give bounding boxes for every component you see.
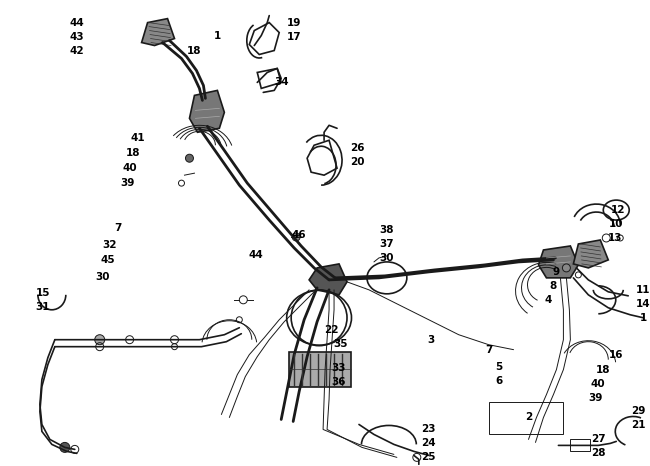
Text: 16: 16 xyxy=(609,350,623,360)
Text: 34: 34 xyxy=(274,77,289,88)
Text: 35: 35 xyxy=(334,339,348,349)
Circle shape xyxy=(95,335,105,345)
Text: 37: 37 xyxy=(380,239,394,249)
Text: 38: 38 xyxy=(380,225,394,235)
Text: 24: 24 xyxy=(421,439,436,448)
Text: 44: 44 xyxy=(70,18,84,27)
Text: 31: 31 xyxy=(36,302,50,312)
Text: 3: 3 xyxy=(427,335,434,345)
Text: 30: 30 xyxy=(380,253,394,263)
Text: 18: 18 xyxy=(125,148,140,158)
Text: 8: 8 xyxy=(550,281,557,291)
Text: 45: 45 xyxy=(100,255,115,265)
Text: 1: 1 xyxy=(640,313,647,323)
Text: 9: 9 xyxy=(553,267,560,277)
Text: 7: 7 xyxy=(485,345,492,355)
Circle shape xyxy=(185,154,194,162)
Text: 21: 21 xyxy=(631,420,645,431)
Text: 18: 18 xyxy=(596,364,610,375)
Circle shape xyxy=(292,233,300,241)
Text: 11: 11 xyxy=(636,285,650,295)
Text: 15: 15 xyxy=(36,288,50,298)
Text: 41: 41 xyxy=(130,133,145,143)
Text: 46: 46 xyxy=(292,230,306,240)
Text: 40: 40 xyxy=(122,163,137,173)
Text: 28: 28 xyxy=(591,448,606,459)
Circle shape xyxy=(562,264,571,272)
Polygon shape xyxy=(573,240,608,268)
Text: 14: 14 xyxy=(636,299,650,309)
Text: 10: 10 xyxy=(609,219,623,229)
Text: 40: 40 xyxy=(591,378,606,389)
Text: 30: 30 xyxy=(96,272,110,282)
Text: 25: 25 xyxy=(422,452,436,462)
Polygon shape xyxy=(189,90,224,132)
Text: 12: 12 xyxy=(611,205,625,215)
Text: 18: 18 xyxy=(187,46,202,55)
Text: 42: 42 xyxy=(70,46,84,55)
Polygon shape xyxy=(142,19,174,46)
Text: 5: 5 xyxy=(495,362,502,371)
Text: 36: 36 xyxy=(332,377,346,387)
Text: 19: 19 xyxy=(287,18,302,27)
Text: 29: 29 xyxy=(631,406,645,417)
Text: 44: 44 xyxy=(249,250,264,260)
Text: 2: 2 xyxy=(525,412,532,423)
Text: 32: 32 xyxy=(103,240,117,250)
Text: 6: 6 xyxy=(495,376,502,385)
Text: 43: 43 xyxy=(70,32,84,41)
Text: 20: 20 xyxy=(350,157,364,167)
Text: 7: 7 xyxy=(114,223,122,233)
Text: 23: 23 xyxy=(422,425,436,434)
Polygon shape xyxy=(538,246,578,278)
Text: 17: 17 xyxy=(287,32,302,41)
Circle shape xyxy=(60,442,70,452)
Text: 22: 22 xyxy=(324,325,338,335)
Text: 39: 39 xyxy=(120,178,135,188)
Text: 33: 33 xyxy=(332,363,346,373)
Text: 26: 26 xyxy=(350,143,364,153)
Polygon shape xyxy=(309,264,347,295)
Text: 13: 13 xyxy=(608,233,623,243)
Text: 39: 39 xyxy=(588,392,603,403)
Text: 1: 1 xyxy=(214,31,221,41)
Text: 4: 4 xyxy=(545,295,552,305)
Polygon shape xyxy=(289,352,351,387)
Text: 27: 27 xyxy=(591,434,606,445)
